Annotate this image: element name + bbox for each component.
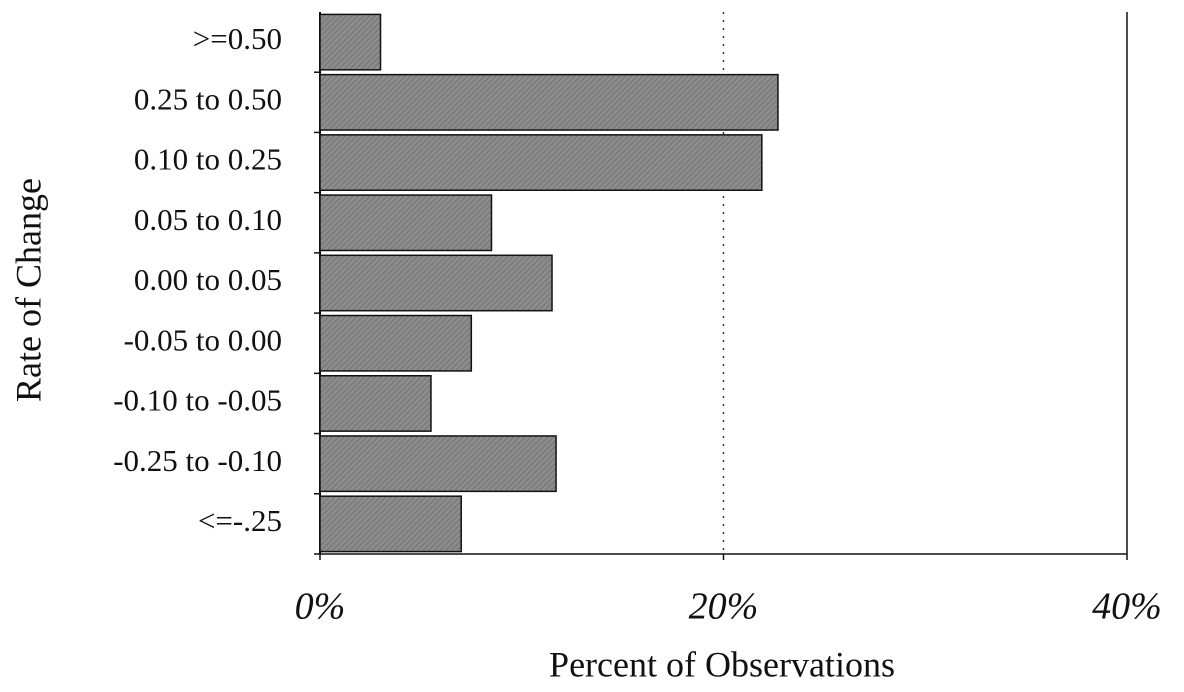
bar-hatch — [320, 74, 778, 131]
y-axis-title: Rate of Change — [8, 178, 48, 402]
y-tick-label: 0.25 to 0.50 — [134, 81, 282, 116]
x-tick-label: 20% — [689, 586, 759, 628]
bar-hatch — [320, 255, 553, 311]
bar-hatch — [320, 435, 557, 492]
x-tick-label: 0% — [295, 586, 346, 628]
bar-hatch — [320, 375, 431, 432]
bar-hatch — [320, 14, 381, 70]
y-tick-label: 0.05 to 0.10 — [134, 202, 282, 237]
bar-hatch — [320, 315, 472, 371]
bar-hatch — [320, 134, 762, 191]
x-tick-label: 40% — [1092, 586, 1162, 628]
y-tick-label: >=0.50 — [193, 21, 282, 56]
x-axis-title: Percent of Observations — [549, 644, 895, 684]
y-tick-label: -0.05 to 0.00 — [124, 322, 282, 357]
y-tick-label: -0.25 to -0.10 — [113, 443, 282, 478]
bar-hatch — [320, 496, 462, 552]
y-tick-label: 0.10 to 0.25 — [134, 142, 282, 177]
y-tick-label: <=-.25 — [198, 503, 282, 538]
y-tick-label: 0.00 to 0.05 — [134, 262, 282, 297]
bar-hatch — [320, 195, 492, 251]
y-tick-label: -0.10 to -0.05 — [113, 383, 282, 418]
